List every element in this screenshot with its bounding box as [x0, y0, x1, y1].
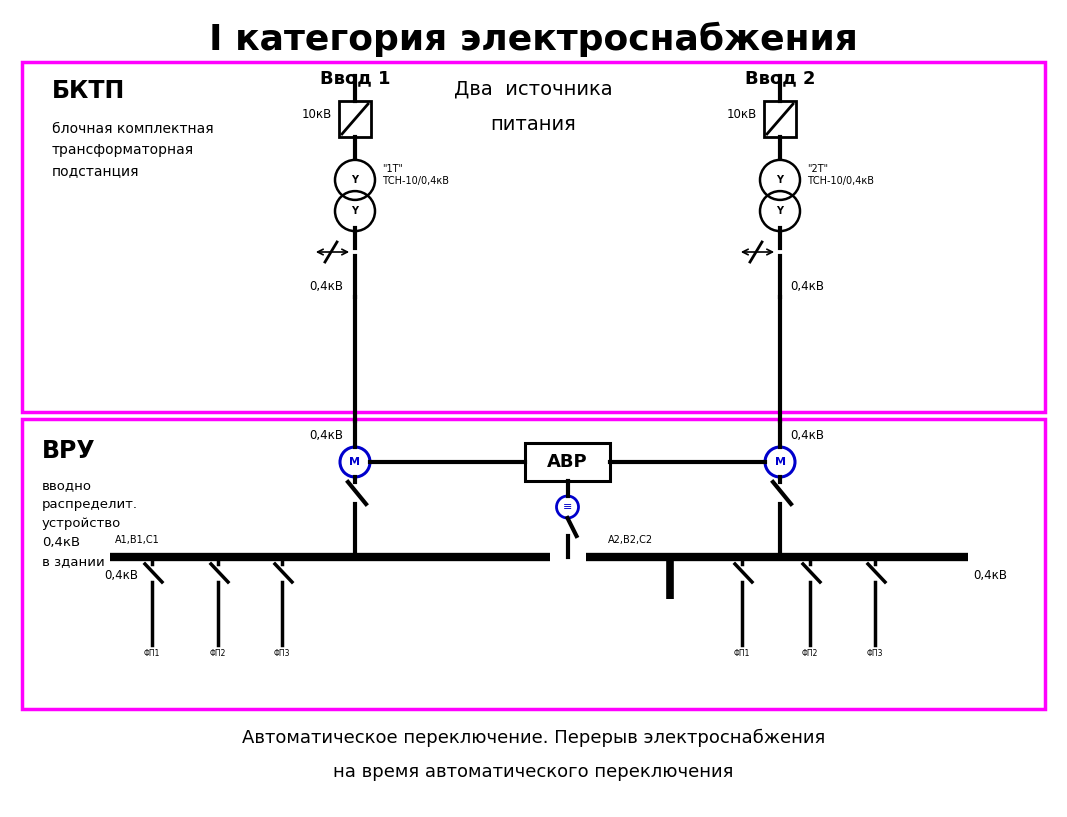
Bar: [339, 101, 371, 137]
Text: ΦП3: ΦП3: [274, 649, 290, 658]
Text: ΦП1: ΦП1: [144, 649, 160, 658]
Bar: [525, 443, 610, 481]
Text: вводно
распределит.
устройство
0,4кВ
в здании: вводно распределит. устройство 0,4кВ в з…: [42, 479, 138, 568]
Text: "2Т"
ТСН-10/0,4кВ: "2Т" ТСН-10/0,4кВ: [807, 164, 874, 185]
Text: Y: Y: [777, 206, 783, 217]
Bar: [22, 62, 1045, 412]
Text: Y: Y: [351, 206, 359, 217]
Text: блочная комплектная
трансформаторная
подстанция: блочная комплектная трансформаторная под…: [52, 122, 213, 178]
Text: Y: Y: [777, 175, 783, 185]
Text: Ввод 1: Ввод 1: [320, 69, 391, 87]
Text: А2,В2,С2: А2,В2,С2: [607, 535, 653, 545]
Text: БКТП: БКТП: [52, 79, 125, 103]
Text: ≡: ≡: [562, 502, 572, 512]
Text: 0,4кВ: 0,4кВ: [309, 428, 343, 441]
Text: ΦП2: ΦП2: [210, 649, 226, 658]
Text: I категория электроснабжения: I категория электроснабжения: [209, 22, 858, 57]
Text: Два  источника: Два источника: [455, 79, 612, 98]
Text: ΦП1: ΦП1: [734, 649, 750, 658]
Text: "1Т"
ТСН-10/0,4кВ: "1Т" ТСН-10/0,4кВ: [382, 164, 449, 185]
Text: ΦП3: ΦП3: [866, 649, 883, 658]
Text: 0,4кВ: 0,4кВ: [790, 280, 824, 293]
Text: 10кВ: 10кВ: [727, 108, 757, 120]
Text: 0,4кВ: 0,4кВ: [103, 569, 138, 582]
Text: А1,В1,С1: А1,В1,С1: [115, 535, 160, 545]
Text: 10кВ: 10кВ: [302, 108, 332, 120]
Bar: [764, 101, 796, 137]
Text: Автоматическое переключение. Перерыв электроснабжения: Автоматическое переключение. Перерыв эле…: [242, 729, 825, 748]
Text: М: М: [350, 457, 361, 467]
Text: 0,4кВ: 0,4кВ: [309, 280, 343, 293]
Text: ВРУ: ВРУ: [42, 439, 96, 463]
Text: ΦП2: ΦП2: [801, 649, 818, 658]
Text: 0,4кВ: 0,4кВ: [790, 428, 824, 441]
Text: 0,4кВ: 0,4кВ: [973, 569, 1007, 582]
Text: Ввод 2: Ввод 2: [745, 69, 815, 87]
Text: на время автоматического переключения: на время автоматического переключения: [333, 763, 734, 781]
Text: Y: Y: [351, 175, 359, 185]
Text: питания: питания: [491, 115, 576, 134]
Text: АВР: АВР: [547, 453, 588, 471]
Bar: [22, 419, 1045, 709]
Text: М: М: [775, 457, 785, 467]
